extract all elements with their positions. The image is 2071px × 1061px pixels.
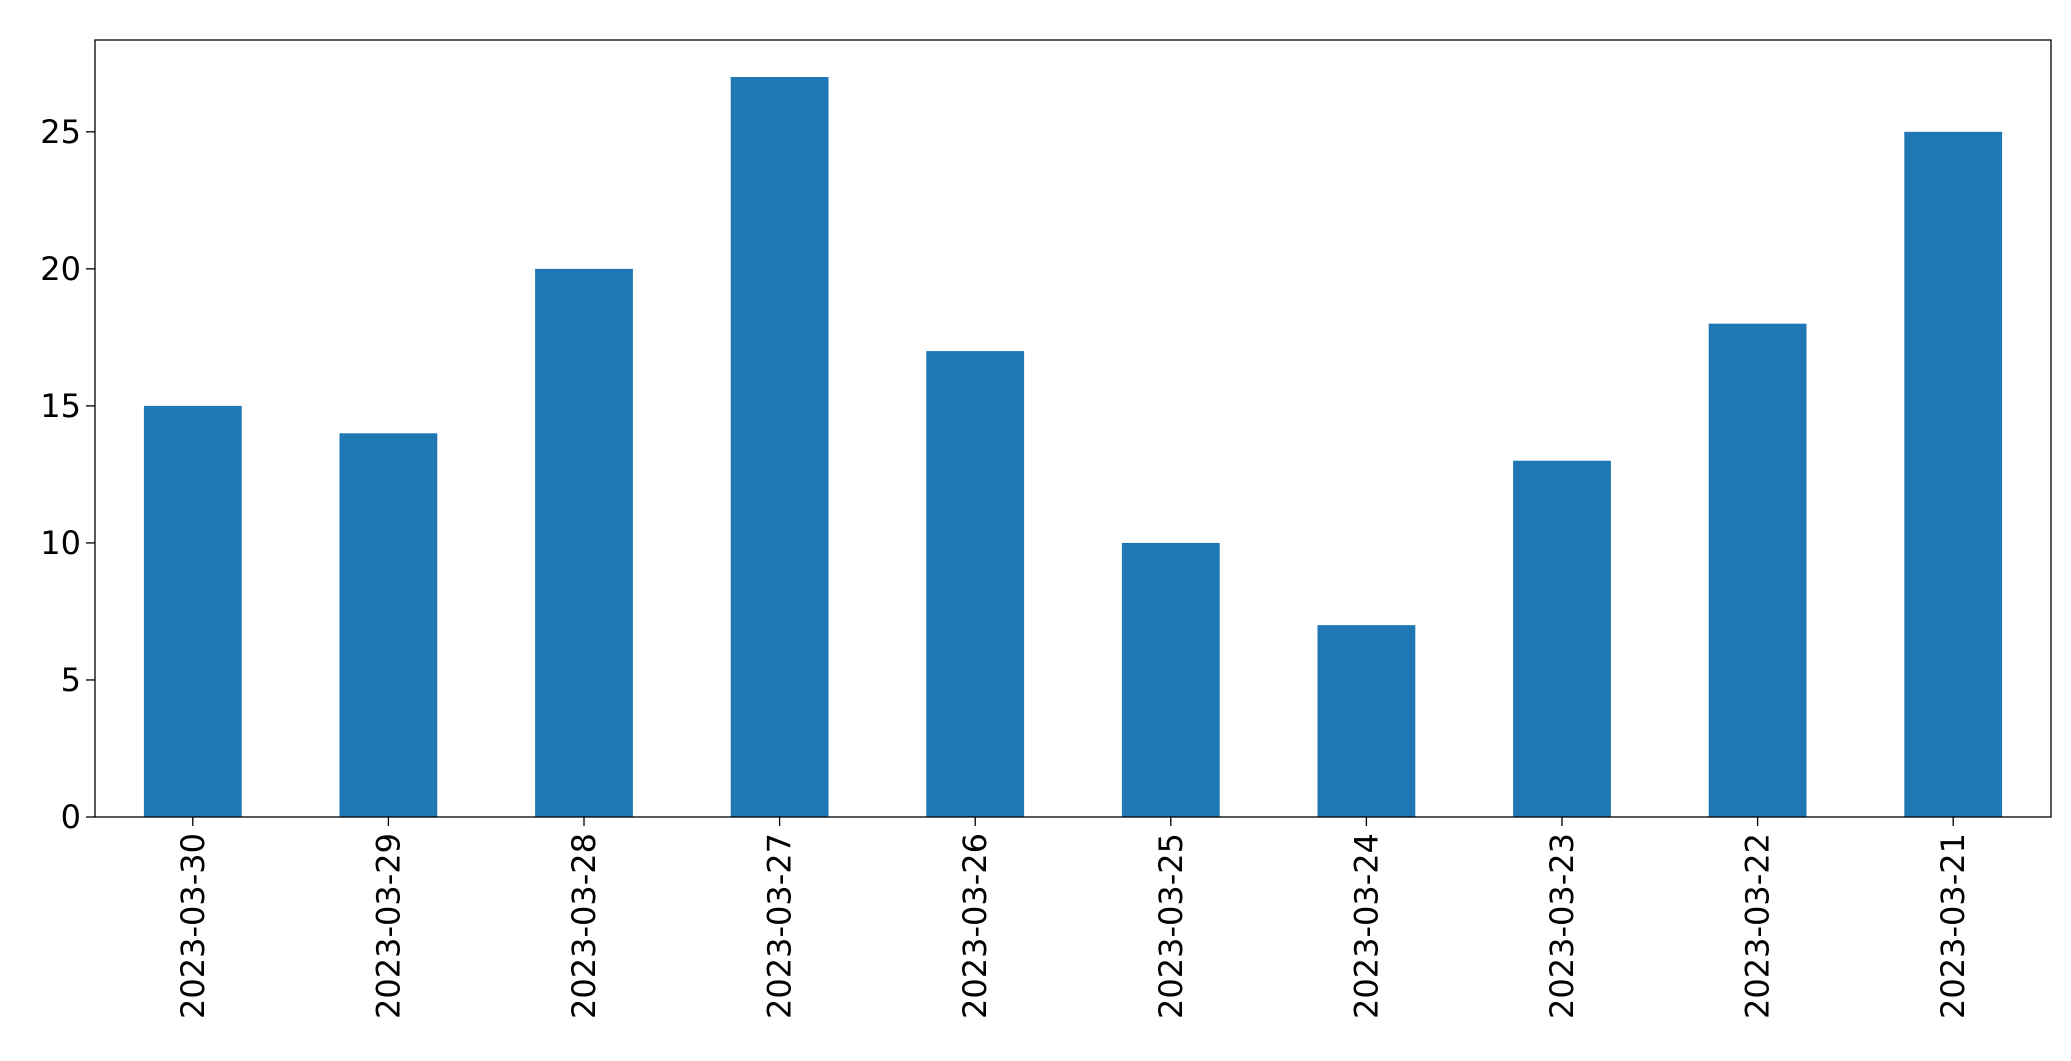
bar [1317,625,1416,817]
x-tick-label: 2023-03-23 [1543,833,1581,1019]
bar [1121,542,1220,817]
bar [339,433,438,817]
bar [1708,323,1807,817]
x-tick-label: 2023-03-26 [956,833,994,1019]
x-tick-label: 2023-03-29 [369,833,407,1019]
bar [926,351,1025,817]
y-tick-label: 15 [40,387,81,425]
x-tick-label: 2023-03-30 [174,833,212,1019]
bar [143,405,242,817]
x-tick-label: 2023-03-24 [1347,833,1385,1019]
x-tick-label: 2023-03-21 [1934,833,1972,1019]
x-tick-label: 2023-03-22 [1739,833,1777,1019]
x-tick-label: 2023-03-25 [1152,833,1190,1019]
y-tick-label: 0 [61,798,81,836]
x-tick-label: 2023-03-28 [565,833,603,1019]
y-tick-label: 10 [40,524,81,562]
bar [1513,460,1611,817]
y-tick-label: 20 [40,250,81,288]
x-tick-label: 2023-03-27 [761,833,799,1019]
plot-frame [94,39,2052,818]
y-tick-label: 25 [40,113,81,151]
y-tick-label: 5 [61,661,81,699]
bar [1904,131,2003,817]
bar [535,268,633,818]
bar [730,77,829,817]
